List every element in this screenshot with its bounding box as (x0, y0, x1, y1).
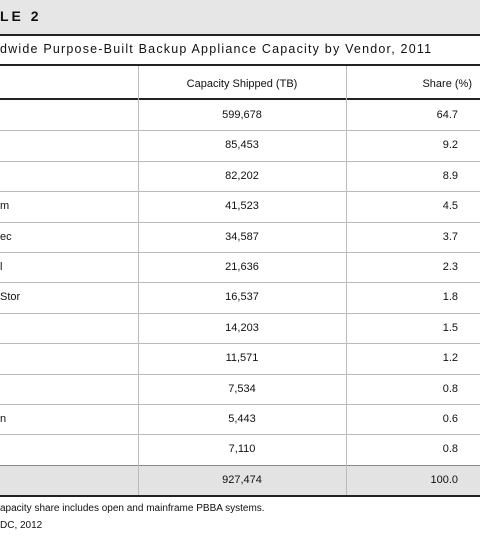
capacity-cell: 7,534 (228, 382, 256, 395)
row-label: ec (0, 230, 12, 243)
table-subtitle: dwide Purpose-Built Backup Appliance Cap… (0, 42, 433, 56)
share-cell: 9.2 (442, 139, 458, 152)
column-header: Share (%) (422, 78, 472, 90)
total-capacity: 927,474 (222, 473, 262, 486)
rule (0, 494, 480, 497)
table-title: LE 2 (0, 8, 42, 24)
row-divider (0, 312, 480, 314)
row-divider (0, 434, 480, 436)
row-label: Stor (0, 291, 21, 304)
rule (0, 64, 480, 66)
capacity-cell: 21,636 (225, 261, 259, 273)
share-cell: 3.7 (442, 230, 458, 243)
row-label: n (0, 413, 7, 425)
capacity-cell: 82,202 (225, 169, 259, 182)
capacity-cell: 16,537 (225, 291, 259, 304)
footnote: apacity share includes open and mainfram… (0, 502, 265, 514)
row-divider (0, 373, 480, 375)
capacity-cell: 34,587 (225, 230, 259, 243)
row-divider (0, 404, 480, 405)
title-bar (0, 0, 480, 36)
capacity-cell: 11,571 (225, 352, 259, 365)
total-share: 100.0 (430, 473, 458, 486)
column-divider (138, 66, 139, 495)
share-cell: 0.8 (442, 382, 458, 395)
column-divider (346, 66, 347, 495)
footnote: DC, 2012 (0, 519, 43, 531)
share-cell: 0.8 (442, 443, 458, 456)
rule (0, 98, 480, 100)
row-divider (0, 221, 480, 223)
share-cell: 64.7 (436, 109, 458, 121)
capacity-cell: 7,110 (228, 443, 256, 456)
row-divider (0, 343, 480, 345)
capacity-cell: 599,678 (222, 109, 262, 121)
row-divider (0, 130, 480, 132)
share-cell: 1.8 (442, 291, 458, 304)
capacity-cell: 41,523 (225, 200, 259, 213)
row-divider (0, 160, 480, 162)
capacity-cell: 85,453 (225, 139, 259, 152)
share-cell: 1.5 (442, 321, 458, 334)
total-band (0, 464, 480, 496)
row-divider (0, 282, 480, 284)
row-label: l (0, 261, 3, 273)
share-cell: 2.3 (442, 261, 458, 273)
share-cell: 8.9 (442, 169, 458, 182)
row-divider (0, 252, 480, 253)
column-header: Capacity Shipped (TB) (186, 78, 298, 90)
share-cell: 4.5 (442, 200, 458, 213)
share-cell: 0.6 (442, 413, 458, 425)
row-divider (0, 191, 480, 193)
capacity-cell: 5,443 (228, 413, 256, 425)
share-cell: 1.2 (442, 352, 458, 365)
row-label: m (0, 200, 10, 213)
capacity-cell: 14,203 (225, 321, 259, 334)
